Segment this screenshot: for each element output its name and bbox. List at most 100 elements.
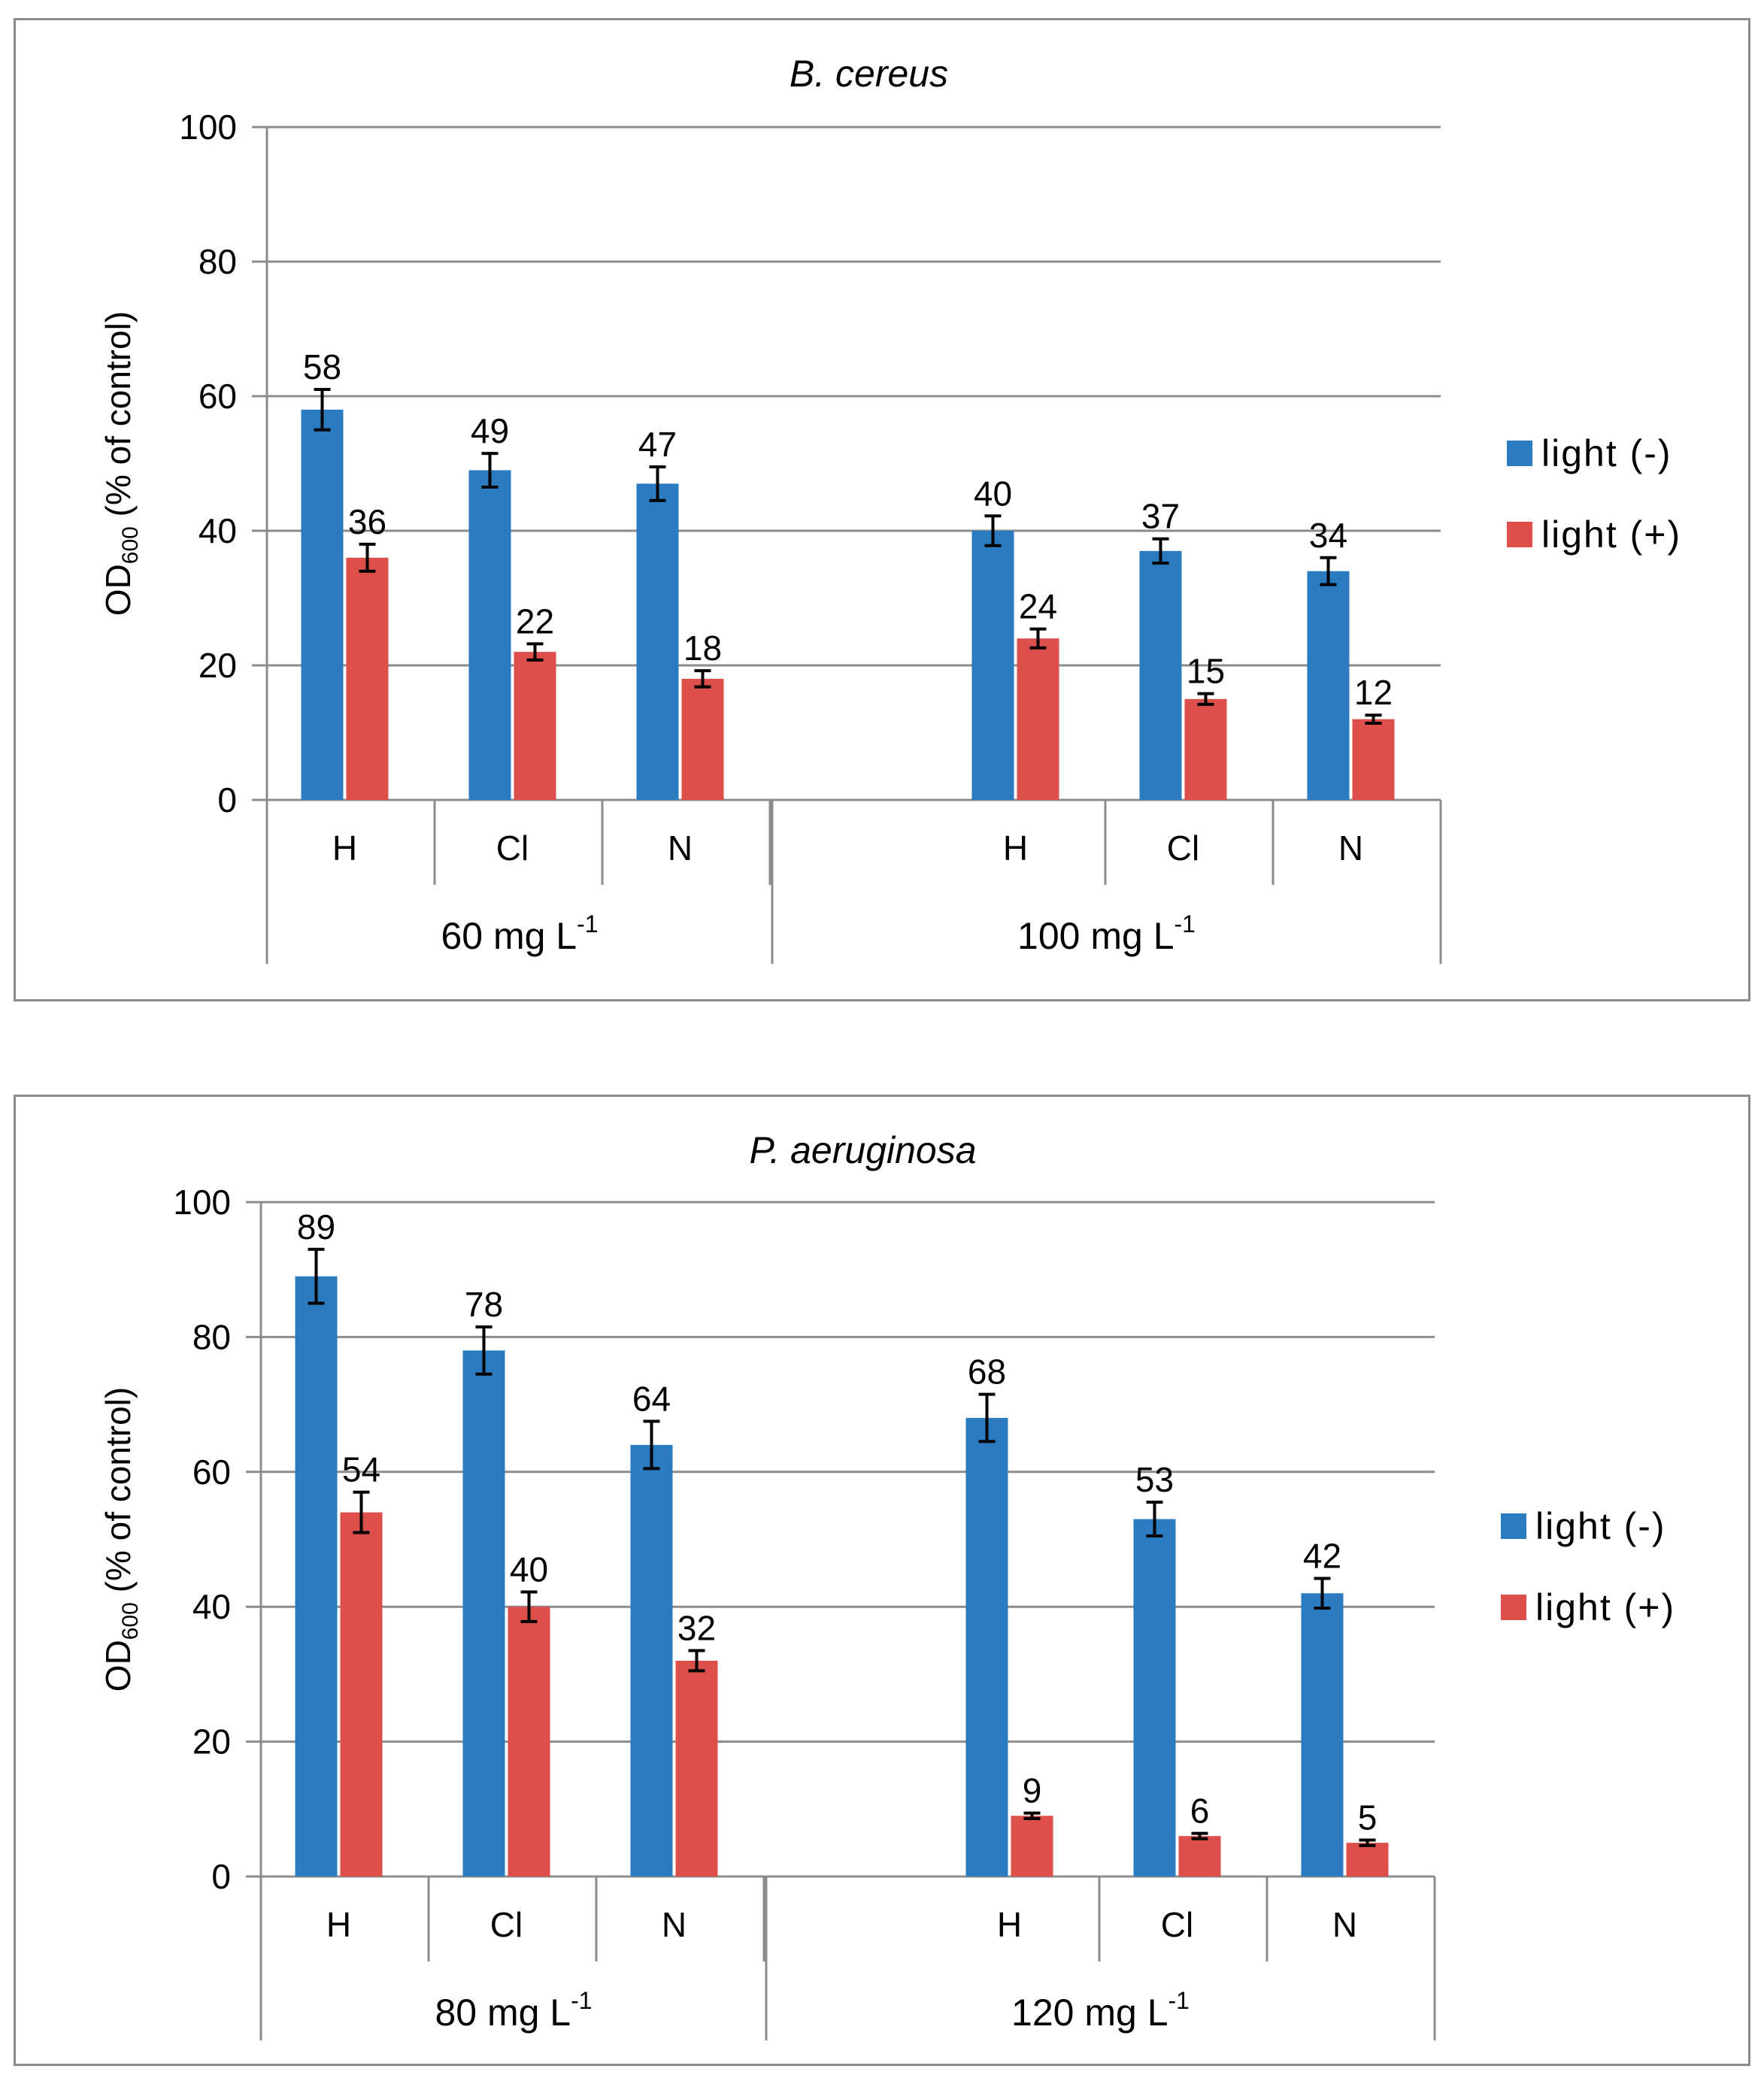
- y-axis-label-sub: 600: [118, 526, 143, 564]
- chart-svg-b-cereus: B. cereus 0 20 40 60 80 100 OD600 (% of control…: [99, 53, 1681, 964]
- data-label: 47: [638, 425, 677, 464]
- data-label: 68: [968, 1352, 1006, 1392]
- category-label: Cl: [1167, 828, 1199, 868]
- category-label: N: [1338, 828, 1363, 868]
- legend-label: light (-): [1541, 432, 1672, 474]
- category-label: Cl: [1161, 1905, 1193, 1944]
- category-label: Cl: [496, 828, 529, 868]
- y-tick-label: 60: [199, 377, 237, 416]
- y-tick-label: 80: [199, 242, 237, 281]
- category-label: H: [332, 828, 357, 868]
- group-label-sup: -1: [1168, 1987, 1190, 2014]
- data-label: 42: [1303, 1537, 1341, 1576]
- data-label: 36: [348, 502, 386, 541]
- y-tick-label: 40: [199, 511, 237, 550]
- legend-label: light (+): [1541, 513, 1681, 556]
- y-tick-label: 100: [173, 1183, 231, 1222]
- group-label-sup: -1: [577, 910, 598, 938]
- group-label-text: 100 mg L: [1017, 915, 1174, 957]
- bar-light-minus: [462, 1350, 505, 1877]
- legend-swatch: [1501, 1595, 1526, 1620]
- bar-light-minus: [301, 409, 344, 800]
- bar-light-minus: [1307, 571, 1350, 800]
- data-label: 78: [465, 1285, 503, 1324]
- legend-swatch: [1507, 441, 1532, 466]
- chart-svg-p-aeruginosa: P. aeruginosa 0 20 40 60 80 100 OD600 (% of con…: [99, 1129, 1675, 2040]
- chart-title: P. aeruginosa: [749, 1129, 976, 1171]
- group-label: 60 mg L-1: [441, 910, 598, 957]
- category-label: Cl: [490, 1905, 523, 1944]
- y-tick-label: 20: [199, 646, 237, 685]
- data-label: 89: [297, 1207, 335, 1246]
- bar-light-minus: [965, 1418, 1008, 1877]
- bar-light-minus: [636, 483, 679, 800]
- y-tick-label: 80: [192, 1317, 231, 1356]
- bar-light-minus: [1139, 550, 1182, 800]
- data-label: 12: [1354, 673, 1393, 712]
- category-label: N: [668, 828, 693, 868]
- bar-light-plus: [675, 1660, 718, 1877]
- data-label: 37: [1141, 497, 1180, 536]
- bar-light-minus: [468, 470, 511, 800]
- bar-light-plus: [1184, 698, 1227, 800]
- y-tick-label: 40: [192, 1587, 231, 1626]
- category-label: H: [1003, 828, 1028, 868]
- data-label: 6: [1190, 1792, 1210, 1831]
- bar-light-minus: [1301, 1593, 1344, 1877]
- data-label: 64: [632, 1380, 671, 1419]
- group-label: 120 mg L-1: [1011, 1987, 1190, 2034]
- data-label: 5: [1358, 1798, 1378, 1837]
- category-label: H: [997, 1905, 1022, 1944]
- bar-light-minus: [295, 1276, 338, 1877]
- bar-light-minus: [971, 531, 1014, 800]
- legend-swatch: [1501, 1513, 1526, 1539]
- legend-label: light (-): [1535, 1505, 1666, 1547]
- bar-light-plus: [1178, 1836, 1221, 1877]
- y-tick-label: 0: [217, 780, 237, 819]
- y-axis-label-sub: 600: [118, 1602, 143, 1640]
- group-label-sup: -1: [1174, 910, 1196, 938]
- group-label: 100 mg L-1: [1017, 910, 1196, 957]
- data-label: 18: [683, 629, 722, 668]
- chart-panel-p-aeruginosa: P. aeruginosa 0 20 40 60 80 100 OD600 (% of con…: [14, 1095, 1750, 2066]
- bar-light-minus: [630, 1444, 673, 1877]
- bar-light-plus: [1017, 638, 1059, 800]
- chart-title: B. cereus: [790, 53, 948, 95]
- data-label: 53: [1135, 1460, 1174, 1499]
- y-tick-label: 20: [192, 1722, 231, 1761]
- bar-light-plus: [1352, 719, 1395, 800]
- data-label: 24: [1019, 587, 1057, 626]
- bar-light-plus: [340, 1512, 383, 1877]
- data-label: 15: [1187, 652, 1225, 691]
- category-label: N: [662, 1905, 687, 1944]
- bar-light-plus: [346, 557, 389, 800]
- data-label: 40: [974, 474, 1012, 513]
- y-axis-label-main: OD: [99, 564, 138, 616]
- bar-light-plus: [681, 678, 724, 800]
- data-label: 9: [1023, 1771, 1042, 1810]
- data-label: 40: [510, 1549, 548, 1589]
- y-tick-label: 100: [179, 108, 237, 147]
- data-label: 58: [303, 347, 341, 386]
- group-label-text: 120 mg L: [1011, 1992, 1168, 2034]
- data-label: 34: [1309, 516, 1347, 555]
- chart-panel-b-cereus: B. cereus 0 20 40 60 80 100 OD600 (% of control…: [14, 18, 1750, 1001]
- group-label-text: 60 mg L: [441, 915, 577, 957]
- y-axis-label: OD600 (% of control): [99, 311, 143, 616]
- category-label: N: [1332, 1905, 1357, 1944]
- legend-swatch: [1507, 522, 1532, 547]
- y-axis-label: OD600 (% of control): [99, 1387, 143, 1692]
- y-tick-label: 0: [211, 1857, 231, 1896]
- y-axis-label-rest: (% of control): [99, 311, 138, 526]
- data-label: 22: [516, 601, 554, 641]
- group-label-text: 80 mg L: [435, 1992, 571, 2034]
- data-label: 49: [471, 411, 509, 450]
- y-axis-label-main: OD: [99, 1640, 138, 1692]
- group-label-sup: -1: [571, 1987, 592, 2014]
- bar-light-plus: [1346, 1843, 1389, 1877]
- category-label: H: [326, 1905, 351, 1944]
- bar-light-plus: [514, 652, 556, 800]
- y-axis-label-rest: (% of control): [99, 1387, 138, 1602]
- y-tick-label: 60: [192, 1452, 231, 1492]
- legend-label: light (+): [1535, 1586, 1675, 1628]
